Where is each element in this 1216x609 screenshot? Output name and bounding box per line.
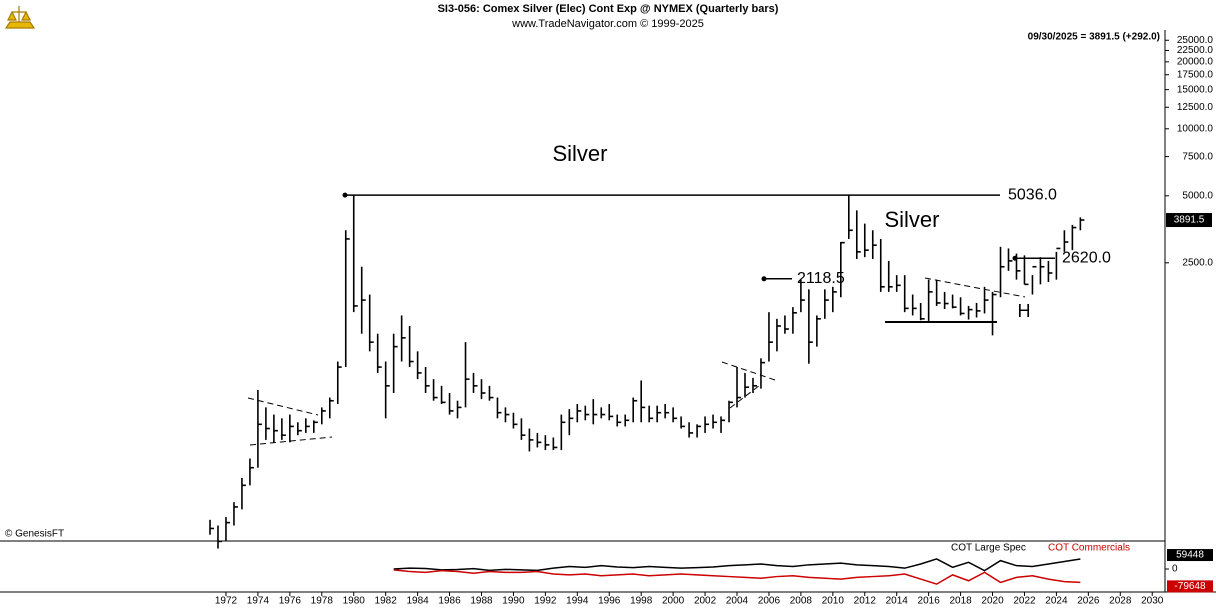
x-tick-label: 2014 xyxy=(886,596,909,607)
x-tick-label: 1986 xyxy=(438,596,461,607)
x-tick-label: 1984 xyxy=(406,596,429,607)
x-tick-label: 1992 xyxy=(534,596,557,607)
trendlines xyxy=(247,277,1026,446)
level-dot xyxy=(342,192,348,198)
annotation: H xyxy=(1018,301,1031,321)
y-tick-label: 20000.0 xyxy=(1177,56,1214,67)
x-tick-label: 1998 xyxy=(630,596,653,607)
x-tick-label: 1980 xyxy=(343,596,366,607)
level-label: 5036.0 xyxy=(1008,186,1057,203)
y-tick-label: 15000.0 xyxy=(1177,84,1214,95)
x-tick-label: 1990 xyxy=(502,596,525,607)
x-tick-label: 1988 xyxy=(470,596,493,607)
x-tick-label: 2010 xyxy=(822,596,845,607)
legend-entry: COT Large Spec xyxy=(951,543,1026,554)
chart-subtitle: www.TradeNavigator.com © 1999-2025 xyxy=(511,18,704,30)
last-value-label: 59448 xyxy=(1176,550,1204,561)
x-tick-label: 1994 xyxy=(566,596,589,607)
x-tick-label: 2000 xyxy=(662,596,685,607)
last-value-box xyxy=(1167,580,1213,593)
y-tick-label: 22500.0 xyxy=(1177,45,1214,56)
x-tick-label: 1982 xyxy=(375,596,398,607)
x-tick-label: 2018 xyxy=(949,596,972,607)
y-tick-label: 25000.0 xyxy=(1177,35,1214,46)
level-dot xyxy=(1012,255,1018,261)
chart-title: SI3-056: Comex Silver (Elec) Cont Exp @ … xyxy=(438,3,779,15)
x-tick-label: 2006 xyxy=(758,596,781,607)
x-tick-label: 1978 xyxy=(311,596,334,607)
logo xyxy=(4,6,36,29)
x-tick-label: 2030 xyxy=(1141,596,1164,607)
level-label: 2118.5 xyxy=(797,270,845,287)
y-tick-label: 7500.0 xyxy=(1182,151,1213,162)
last-value-label: 3891.5 xyxy=(1174,215,1205,226)
x-tick-label: 2016 xyxy=(918,596,941,607)
x-tick-label: 2012 xyxy=(854,596,877,607)
x-tick-label: 1976 xyxy=(279,596,302,607)
x-tick-label: 2020 xyxy=(981,596,1004,607)
y-tick-label: 10000.0 xyxy=(1177,123,1214,134)
cot-line xyxy=(393,569,1081,585)
x-tick-label: 2028 xyxy=(1109,596,1132,607)
x-tick-label: 2004 xyxy=(726,596,749,607)
y-tick-label: 5000.0 xyxy=(1182,190,1213,201)
annotation: Silver xyxy=(884,207,939,232)
last-value-box xyxy=(1166,213,1212,228)
x-tick-label: 2022 xyxy=(1013,596,1036,607)
x-tick-label: 2026 xyxy=(1077,596,1100,607)
legend-entry: COT Commercials xyxy=(1048,543,1130,554)
x-tick-label: 2024 xyxy=(1045,596,1068,607)
level-dot xyxy=(761,276,767,282)
x-tick-label: 1972 xyxy=(215,596,238,607)
watermark: © GenesisFT xyxy=(5,529,64,540)
y-tick-label: 0 xyxy=(1172,564,1178,575)
y-tick-label: 2500.0 xyxy=(1182,257,1213,268)
x-tick-label: 2008 xyxy=(790,596,813,607)
last-value-label: -79648 xyxy=(1174,581,1206,592)
x-tick-label: 2002 xyxy=(694,596,717,607)
level-label: 2620.0 xyxy=(1062,249,1111,266)
x-tick-label: 1996 xyxy=(598,596,621,607)
y-tick-label: 17500.0 xyxy=(1177,69,1214,80)
cot-line xyxy=(393,558,1081,572)
header-note: 09/30/2025 = 3891.5 (+292.0) xyxy=(1028,32,1160,43)
y-tick-label: 12500.0 xyxy=(1177,102,1214,113)
annotation: Silver xyxy=(552,141,607,166)
x-tick-label: 1974 xyxy=(247,596,270,607)
last-value-box xyxy=(1167,549,1213,562)
